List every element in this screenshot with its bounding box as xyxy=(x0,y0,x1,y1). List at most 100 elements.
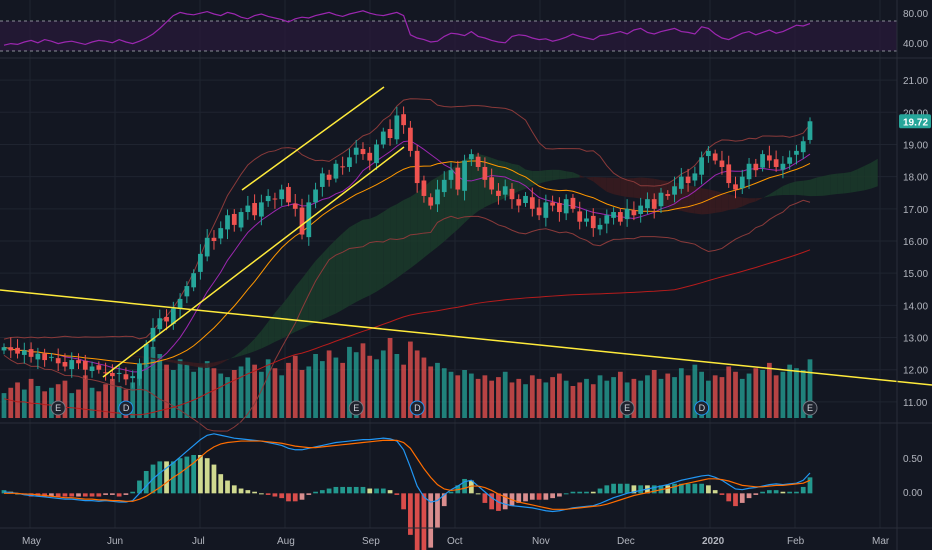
cloud-segment xyxy=(864,162,871,191)
macd-histogram-bar xyxy=(82,493,88,497)
cloud-segment xyxy=(850,169,858,193)
volume-bar xyxy=(672,377,677,418)
earnings-marker xyxy=(50,400,66,416)
rsi-panel[interactable]: 80.00 40.00 xyxy=(0,9,928,52)
volume-bar xyxy=(292,355,298,418)
cloud-segment xyxy=(742,197,750,207)
volume-bar xyxy=(462,370,467,418)
long-term-trendline[interactable] xyxy=(0,289,932,386)
macd-panel[interactable]: 0.50 0.00 xyxy=(1,433,923,550)
volume-bar xyxy=(482,375,488,418)
macd-histogram-bar xyxy=(435,493,440,529)
volume-bar xyxy=(89,387,95,418)
macd-histogram-bar xyxy=(116,493,122,497)
cloud-segment xyxy=(376,211,384,292)
volume-bar xyxy=(15,382,20,418)
macd-histogram-bar xyxy=(550,493,555,499)
candle-body xyxy=(746,163,752,180)
candle-body xyxy=(340,166,346,168)
cloud-segment xyxy=(153,357,160,361)
candle-body xyxy=(604,215,610,224)
candlesticks[interactable] xyxy=(1,106,813,388)
candle-body xyxy=(401,114,406,126)
candle-body xyxy=(103,372,108,374)
volume-bar xyxy=(489,380,495,418)
volume-bar xyxy=(739,378,745,418)
volume-bar xyxy=(272,368,278,418)
cloud-segment xyxy=(295,278,303,332)
macd-histogram-bar xyxy=(733,493,738,507)
macd-histogram-bar xyxy=(89,493,95,497)
volume-bar xyxy=(678,368,684,418)
macd-histogram-bar xyxy=(55,493,61,497)
candle-body xyxy=(319,173,325,187)
volume-bar xyxy=(516,378,522,418)
candle-body xyxy=(55,358,61,364)
cloud-segment xyxy=(776,185,783,196)
cloud-segment xyxy=(769,190,777,197)
macd-histogram-bar xyxy=(739,493,745,503)
channel-lower-line[interactable] xyxy=(102,146,405,378)
cloud-segment xyxy=(186,361,194,367)
time-tick-label: Jul xyxy=(192,536,205,547)
macd-histogram-bar xyxy=(49,493,54,497)
price-tick-label: 13.00 xyxy=(903,334,928,345)
macd-histogram-bar xyxy=(103,493,108,495)
last-price-value: 19.72 xyxy=(903,117,928,128)
cloud-segment xyxy=(620,178,628,198)
cloud-segment xyxy=(640,177,648,201)
volume-bar xyxy=(604,380,610,418)
macd-histogram-bar xyxy=(130,491,136,494)
candle-body xyxy=(678,176,684,189)
volume-bar xyxy=(502,371,508,418)
macd-histogram-bar xyxy=(523,493,528,502)
volume-bar xyxy=(231,370,237,418)
price-axis[interactable]: 21.00 20.00 19.00 18.00 17.00 16.00 15.00 14.00… xyxy=(903,76,928,409)
cloud-segment xyxy=(870,158,878,189)
cloud-segment xyxy=(694,186,702,215)
cloud-segment xyxy=(518,165,526,192)
volume-bar xyxy=(265,359,271,418)
volume-bar xyxy=(367,355,373,418)
macd-histogram-bar xyxy=(421,493,427,550)
macd-histogram-bar xyxy=(543,493,549,500)
cloud-segment xyxy=(430,176,438,253)
time-tick-label: Dec xyxy=(617,536,635,547)
volume-bar xyxy=(252,364,257,418)
earnings-marker xyxy=(619,400,635,416)
macd-line xyxy=(3,433,811,513)
volume-bar xyxy=(164,364,169,418)
volume-bar xyxy=(584,378,589,418)
macd-histogram-bar xyxy=(191,455,197,494)
volume-bar xyxy=(685,375,691,418)
volume-bar xyxy=(475,378,481,418)
candle-body xyxy=(272,198,278,200)
volume-bar xyxy=(536,378,542,418)
volume-bar xyxy=(448,371,454,418)
candle-body xyxy=(116,372,122,374)
trend-lines[interactable] xyxy=(0,86,932,386)
macd-histogram-bar xyxy=(401,493,406,510)
time-axis[interactable]: May Jun Jul Aug Sep Oct Nov Dec 2020 Feb Mar xyxy=(22,536,890,547)
candle-body xyxy=(265,195,271,202)
macd-histogram-bar xyxy=(631,485,637,494)
volume-bar xyxy=(455,375,461,418)
cloud-segment xyxy=(241,345,248,356)
candle-body xyxy=(570,197,576,209)
candle-body xyxy=(543,202,549,218)
candle-body xyxy=(82,360,88,370)
volume-bar xyxy=(401,364,406,418)
candle-body xyxy=(211,237,217,241)
cloud-segment xyxy=(369,215,377,296)
volume-bar xyxy=(103,384,108,418)
dividend-marker-label: D xyxy=(699,403,706,413)
volume-bar xyxy=(333,357,339,418)
channel-upper-line[interactable] xyxy=(241,86,385,191)
volume-bar xyxy=(109,378,115,418)
candle-body xyxy=(231,213,237,225)
candle-body xyxy=(204,237,210,257)
cloud-segment xyxy=(593,177,601,187)
price-panel[interactable]: E D E D E D E 21.00 20.00 19.00 18.00 17.00 16.00 15… xyxy=(0,76,932,432)
